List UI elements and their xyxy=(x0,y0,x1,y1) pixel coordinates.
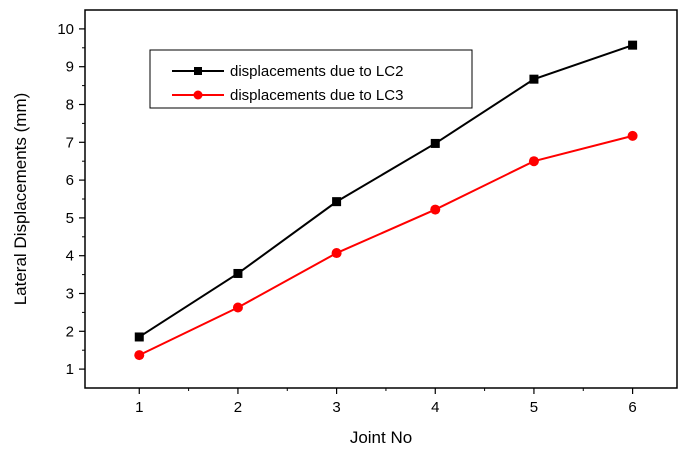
data-point xyxy=(331,248,342,259)
y-tick-label: 8 xyxy=(66,97,74,114)
x-tick-label: 4 xyxy=(431,399,439,416)
legend-label-lc2: displacements due to LC2 xyxy=(230,63,403,80)
data-point xyxy=(628,40,638,50)
legend-box xyxy=(149,49,473,109)
x-tick-label: 5 xyxy=(530,399,538,416)
data-point xyxy=(430,138,440,148)
y-tick-label: 5 xyxy=(66,210,74,227)
data-point xyxy=(134,332,144,342)
x-tick-label: 6 xyxy=(628,399,636,416)
legend-label-lc3: displacements due to LC3 xyxy=(230,87,403,104)
x-tick-label: 1 xyxy=(135,399,143,416)
legend: displacements due to LC2 displacements d… xyxy=(149,49,473,109)
y-tick-label: 1 xyxy=(66,361,74,378)
y-tick-label: 9 xyxy=(66,59,74,76)
data-point xyxy=(528,156,539,167)
y-tick-label: 6 xyxy=(66,172,74,189)
data-point xyxy=(332,197,342,207)
data-point xyxy=(232,302,243,313)
data-point xyxy=(134,350,145,361)
y-tick-label: 3 xyxy=(66,286,74,303)
data-point xyxy=(430,204,441,215)
y-tick-label: 10 xyxy=(57,21,74,38)
series-layer xyxy=(134,40,638,361)
series-line-1 xyxy=(138,44,633,338)
data-point xyxy=(529,74,539,84)
x-tick-label: 2 xyxy=(234,399,242,416)
series-line-2 xyxy=(138,134,633,357)
x-tick-label: 3 xyxy=(332,399,340,416)
y-tick-label: 4 xyxy=(66,248,74,265)
data-point xyxy=(233,268,243,278)
legend-marker-lc2 xyxy=(194,67,202,75)
x-axis-ticks: 1 2 3 4 5 6 xyxy=(135,388,637,416)
y-axis-title: Lateral Displacements (mm) xyxy=(11,93,30,306)
y-axis-ticks: 1 2 3 4 5 6 7 8 9 10 xyxy=(57,21,85,378)
y-tick-label: 7 xyxy=(66,134,74,151)
x-axis-title: Joint No xyxy=(350,428,412,447)
legend-marker-lc3 xyxy=(193,90,203,100)
y-tick-label: 2 xyxy=(66,323,74,340)
data-point xyxy=(627,130,638,141)
